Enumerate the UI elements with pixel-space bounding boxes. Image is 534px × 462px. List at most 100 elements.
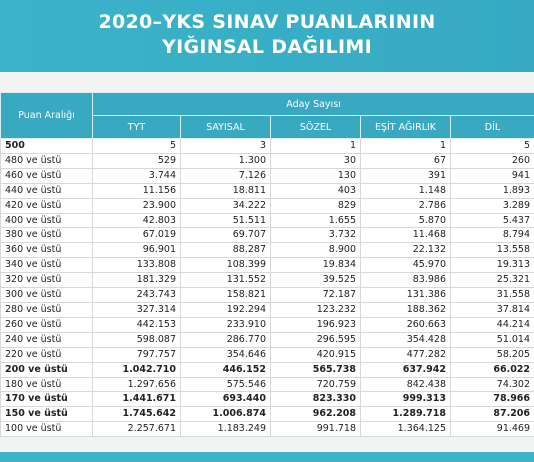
column-header: EŞİT AĞIRLIK (360, 115, 451, 139)
table-row: 280 ve üstü 327.314 192.294 123.232 188.362 3… (0, 301, 534, 318)
table-row: 380 ve üstü 67.019 69.707 3.732 11.468 8.794 (0, 227, 534, 244)
cell: 442.153 (92, 316, 181, 333)
table-row: 460 ve üstü 3.744 7.126 130 391 941 (0, 167, 534, 184)
row-label: 360 ve üstü (0, 242, 93, 259)
cell: 260.663 (360, 316, 451, 333)
column-header: SÖZEL (270, 115, 361, 139)
cell: 260 (449, 152, 534, 169)
cell: 575.546 (180, 376, 271, 393)
cell: 823.330 (270, 391, 361, 408)
cell: 5.437 (449, 212, 534, 229)
row-label: 100 ve üstü (0, 421, 93, 438)
cell: 67.019 (92, 227, 181, 244)
row-label: 300 ve üstü (0, 287, 93, 303)
cell: 403 (270, 182, 361, 199)
cell: 1.745.642 (92, 406, 181, 423)
row-label: 220 ve üstü (0, 346, 93, 363)
cell: 58.205 (449, 346, 534, 363)
table-row: 150 ve üstü 1.745.642 1.006.874 962.208 1.28… (0, 406, 534, 423)
cell: 243.743 (92, 287, 181, 303)
cell: 25.321 (449, 272, 534, 289)
row-label: 180 ve üstü (0, 376, 93, 393)
table-row: 260 ve üstü 442.153 233.910 196.923 260.663 4… (0, 316, 534, 333)
cell: 45.970 (360, 257, 451, 274)
cell: 446.152 (180, 361, 271, 378)
table-row: 100 ve üstü 2.257.671 1.183.249 991.718 1.36… (0, 421, 534, 438)
cell: 188.362 (360, 301, 451, 318)
cell: 286.770 (180, 331, 271, 348)
cell: 962.208 (270, 406, 361, 423)
cell: 1.289.718 (360, 406, 451, 423)
cell: 8.794 (449, 227, 534, 244)
cell: 477.282 (360, 346, 451, 363)
cell: 1.300 (180, 152, 271, 169)
group-header: Aday Sayısı (91, 92, 534, 116)
cell: 31.558 (449, 287, 534, 303)
cell: 1.297.656 (92, 376, 181, 393)
column-header: TYT (92, 115, 181, 139)
row-label: 320 ve üstü (0, 272, 93, 289)
cell: 8.900 (270, 242, 361, 259)
score-table: Puan Aralığı Aday Sayısı TYT SAYISAL SÖZEL… (0, 92, 534, 438)
cell: 1.148 (360, 182, 451, 199)
cell: 83.986 (360, 272, 451, 289)
cell: 96.901 (92, 242, 181, 259)
cell: 1 (270, 138, 361, 154)
cell: 13.558 (449, 242, 534, 259)
cell: 34.222 (180, 197, 271, 214)
cell: 192.294 (180, 301, 271, 318)
cell: 7.126 (180, 167, 271, 184)
cell: 296.595 (270, 331, 361, 348)
table-row: 400 ve üstü 42.803 51.511 1.655 5.870 5.437 (0, 212, 534, 229)
title-line: YIĞINSAL DAĞILIMI (162, 36, 372, 58)
table-row: 170 ve üstü 1.441.671 693.440 823.330 999.31… (0, 391, 534, 408)
cell: 196.923 (270, 316, 361, 333)
cell: 1.183.249 (180, 421, 271, 438)
cell: 991.718 (270, 421, 361, 438)
table-row: 480 ve üstü 529 1.300 30 67 260 (0, 152, 534, 169)
cell: 11.468 (360, 227, 451, 244)
cell: 327.314 (92, 301, 181, 318)
table-row: 180 ve üstü 1.297.656 575.546 720.759 842.43… (0, 376, 534, 393)
cell: 1.893 (449, 182, 534, 199)
cell: 999.313 (360, 391, 451, 408)
table-row: 340 ve üstü 133.808 108.399 19.834 45.970 19.… (0, 257, 534, 274)
row-label: 340 ve üstü (0, 257, 93, 274)
table-row: 500 5 3 1 1 5 (0, 138, 534, 154)
cell: 720.759 (270, 376, 361, 393)
cell: 3.732 (270, 227, 361, 244)
cell: 181.329 (92, 272, 181, 289)
cell: 5.870 (360, 212, 451, 229)
cell: 72.187 (270, 287, 361, 303)
cell: 5 (449, 138, 534, 154)
cell: 67 (360, 152, 451, 169)
cell: 354.646 (180, 346, 271, 363)
cell: 1.441.671 (92, 391, 181, 408)
cell: 133.808 (92, 257, 181, 274)
cell: 598.087 (92, 331, 181, 348)
cell: 233.910 (180, 316, 271, 333)
cell: 66.022 (449, 361, 534, 378)
cell: 1 (360, 138, 451, 154)
cell: 87.206 (449, 406, 534, 423)
cell: 391 (360, 167, 451, 184)
cell: 22.132 (360, 242, 451, 259)
row-label: 260 ve üstü (0, 316, 93, 333)
cell: 30 (270, 152, 361, 169)
row-label: 480 ve üstü (0, 152, 93, 169)
table-row: 220 ve üstü 797.757 354.646 420.915 477.282 5… (0, 346, 534, 363)
row-label: 170 ve üstü (0, 391, 93, 408)
cell: 354.428 (360, 331, 451, 348)
row-label: 460 ve üstü (0, 167, 93, 184)
column-header: SAYISAL (180, 115, 271, 139)
table-row: 360 ve üstü 96.901 88.287 8.900 22.132 13.558 (0, 242, 534, 259)
table-row: 200 ve üstü 1.042.710 446.152 565.738 637.94… (0, 361, 534, 378)
cell: 158.821 (180, 287, 271, 303)
cell: 797.757 (92, 346, 181, 363)
cell: 565.738 (270, 361, 361, 378)
column-header: DİL (449, 115, 534, 139)
cell: 74.302 (449, 376, 534, 393)
cell: 1.364.125 (360, 421, 451, 438)
cell: 44.214 (449, 316, 534, 333)
